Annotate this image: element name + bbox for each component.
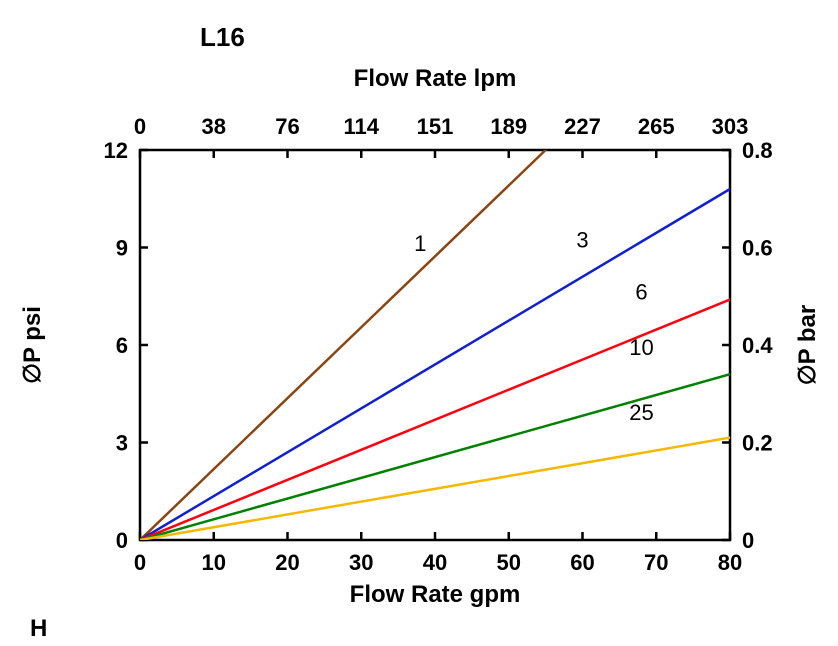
- x-top-tick-label: 114: [344, 114, 380, 139]
- series-label: 25: [629, 400, 653, 425]
- x-bottom-tick-label: 70: [644, 550, 668, 575]
- x-bottom-tick-label: 30: [349, 550, 373, 575]
- x-top-tick-label: 0: [134, 114, 146, 139]
- x-bottom-tick-label: 0: [134, 550, 146, 575]
- series-label: 10: [629, 335, 653, 360]
- y-left-tick-label: 0: [116, 528, 128, 553]
- x-bottom-tick-label: 10: [202, 550, 226, 575]
- y-left-tick-label: 12: [104, 138, 128, 163]
- pressure-flow-chart: L16 Flow Rate lpm Flow Rate gpm ∅P psi ∅P ba…: [0, 0, 838, 646]
- y-right-tick-label: 0.4: [742, 333, 773, 358]
- x-top-axis-label: Flow Rate lpm: [354, 65, 517, 92]
- series-label: 3: [576, 228, 588, 253]
- y-left-tick-label: 3: [116, 431, 128, 456]
- series-label: 1: [414, 231, 426, 256]
- y-right-tick-label: 0.2: [742, 431, 773, 456]
- y-right-tick-label: 0: [742, 528, 754, 553]
- series-label: 6: [635, 280, 647, 305]
- x-top-tick-label: 303: [712, 114, 749, 139]
- y-right-axis-label: ∅P bar: [794, 305, 821, 386]
- y-left-axis-label: ∅P psi: [19, 306, 46, 384]
- x-top-tick-label: 151: [417, 114, 454, 139]
- x-top-tick-label: 189: [490, 114, 527, 139]
- y-left-tick-label: 9: [116, 236, 128, 261]
- x-top-tick-label: 76: [275, 114, 299, 139]
- x-top-tick-label: 38: [202, 114, 226, 139]
- y-left-tick-label: 6: [116, 333, 128, 358]
- x-top-tick-label: 227: [564, 114, 601, 139]
- x-bottom-tick-label: 60: [570, 550, 594, 575]
- x-bottom-axis-label: Flow Rate gpm: [350, 581, 521, 608]
- y-right-tick-label: 0.6: [742, 236, 773, 261]
- y-right-tick-label: 0.8: [742, 138, 773, 163]
- x-top-tick-label: 265: [638, 114, 675, 139]
- corner-label: H: [30, 615, 47, 642]
- x-bottom-tick-label: 20: [275, 550, 299, 575]
- x-bottom-tick-label: 50: [497, 550, 521, 575]
- x-bottom-tick-label: 80: [718, 550, 742, 575]
- chart-title: L16: [200, 22, 245, 52]
- x-bottom-tick-label: 40: [423, 550, 447, 575]
